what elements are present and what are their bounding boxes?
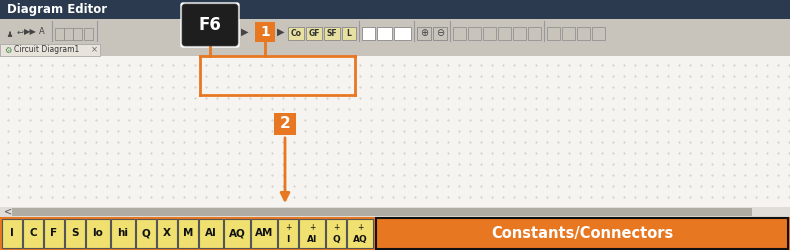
FancyBboxPatch shape bbox=[2, 219, 22, 248]
Text: AI: AI bbox=[205, 228, 217, 238]
Text: I: I bbox=[286, 236, 290, 244]
Text: lo: lo bbox=[92, 228, 103, 238]
FancyBboxPatch shape bbox=[0, 19, 790, 44]
Text: C: C bbox=[29, 228, 37, 238]
Text: M: M bbox=[182, 228, 194, 238]
FancyBboxPatch shape bbox=[498, 27, 511, 40]
Text: ▶: ▶ bbox=[277, 27, 284, 37]
FancyBboxPatch shape bbox=[12, 208, 752, 216]
FancyBboxPatch shape bbox=[86, 219, 110, 248]
Text: 1: 1 bbox=[260, 25, 270, 39]
Text: +: + bbox=[357, 222, 363, 232]
Text: ▶▶: ▶▶ bbox=[24, 28, 36, 36]
FancyBboxPatch shape bbox=[55, 28, 64, 40]
FancyBboxPatch shape bbox=[278, 219, 298, 248]
FancyBboxPatch shape bbox=[433, 27, 447, 40]
Text: Co: Co bbox=[291, 29, 302, 38]
Text: +: + bbox=[309, 222, 315, 232]
FancyBboxPatch shape bbox=[562, 27, 575, 40]
FancyBboxPatch shape bbox=[23, 219, 43, 248]
Text: 2: 2 bbox=[280, 116, 291, 132]
FancyBboxPatch shape bbox=[181, 3, 239, 47]
Text: Constants/Connectors: Constants/Connectors bbox=[491, 226, 673, 241]
FancyBboxPatch shape bbox=[255, 22, 275, 42]
Text: Circuit Diagram1: Circuit Diagram1 bbox=[14, 46, 79, 54]
Text: +: + bbox=[333, 222, 339, 232]
Text: <: < bbox=[4, 207, 12, 217]
Text: ×: × bbox=[91, 46, 97, 54]
FancyBboxPatch shape bbox=[417, 27, 431, 40]
Text: X: X bbox=[163, 228, 171, 238]
FancyBboxPatch shape bbox=[0, 56, 790, 207]
Text: F6: F6 bbox=[198, 16, 221, 34]
Text: I: I bbox=[10, 228, 14, 238]
FancyBboxPatch shape bbox=[111, 219, 135, 248]
FancyBboxPatch shape bbox=[342, 27, 356, 40]
FancyBboxPatch shape bbox=[288, 27, 304, 40]
FancyBboxPatch shape bbox=[592, 27, 605, 40]
FancyBboxPatch shape bbox=[0, 44, 790, 54]
Text: SF: SF bbox=[327, 29, 337, 38]
FancyBboxPatch shape bbox=[377, 27, 392, 40]
FancyBboxPatch shape bbox=[299, 219, 325, 248]
FancyBboxPatch shape bbox=[547, 27, 560, 40]
FancyBboxPatch shape bbox=[468, 27, 481, 40]
FancyBboxPatch shape bbox=[394, 27, 411, 40]
Text: AQ: AQ bbox=[228, 228, 246, 238]
FancyBboxPatch shape bbox=[513, 27, 526, 40]
Text: L: L bbox=[347, 29, 352, 38]
FancyBboxPatch shape bbox=[274, 113, 296, 135]
FancyBboxPatch shape bbox=[483, 27, 496, 40]
FancyBboxPatch shape bbox=[0, 207, 790, 217]
FancyBboxPatch shape bbox=[157, 219, 177, 248]
FancyBboxPatch shape bbox=[306, 27, 322, 40]
FancyBboxPatch shape bbox=[178, 219, 198, 248]
Text: ⚙: ⚙ bbox=[4, 46, 12, 54]
Text: Diagram Editor: Diagram Editor bbox=[7, 4, 107, 16]
FancyBboxPatch shape bbox=[251, 219, 277, 248]
FancyBboxPatch shape bbox=[136, 219, 156, 248]
Text: AQ: AQ bbox=[352, 236, 367, 244]
Text: F: F bbox=[51, 228, 58, 238]
FancyBboxPatch shape bbox=[347, 219, 373, 248]
FancyBboxPatch shape bbox=[224, 219, 250, 248]
FancyBboxPatch shape bbox=[182, 4, 238, 46]
Text: Q: Q bbox=[332, 236, 340, 244]
FancyBboxPatch shape bbox=[362, 27, 375, 40]
FancyBboxPatch shape bbox=[84, 28, 93, 40]
FancyBboxPatch shape bbox=[0, 0, 790, 19]
FancyBboxPatch shape bbox=[453, 27, 466, 40]
Text: ⊖: ⊖ bbox=[436, 28, 444, 38]
FancyBboxPatch shape bbox=[528, 27, 541, 40]
Text: S: S bbox=[71, 228, 79, 238]
FancyBboxPatch shape bbox=[73, 28, 82, 40]
FancyBboxPatch shape bbox=[199, 219, 223, 248]
FancyBboxPatch shape bbox=[577, 27, 590, 40]
Text: hi: hi bbox=[118, 228, 129, 238]
Text: GF: GF bbox=[308, 29, 320, 38]
Text: AM: AM bbox=[255, 228, 273, 238]
FancyBboxPatch shape bbox=[65, 219, 85, 248]
FancyBboxPatch shape bbox=[0, 44, 100, 56]
FancyBboxPatch shape bbox=[326, 219, 346, 248]
FancyBboxPatch shape bbox=[376, 218, 788, 249]
Text: A: A bbox=[40, 28, 45, 36]
Text: ▶: ▶ bbox=[241, 27, 249, 37]
FancyBboxPatch shape bbox=[324, 27, 340, 40]
FancyBboxPatch shape bbox=[0, 217, 790, 250]
Text: ⊕: ⊕ bbox=[420, 28, 428, 38]
FancyBboxPatch shape bbox=[44, 219, 64, 248]
FancyBboxPatch shape bbox=[64, 28, 73, 40]
Text: ↩: ↩ bbox=[17, 28, 24, 36]
Text: Q: Q bbox=[141, 228, 150, 238]
Text: AI: AI bbox=[307, 236, 318, 244]
Text: +: + bbox=[285, 222, 292, 232]
